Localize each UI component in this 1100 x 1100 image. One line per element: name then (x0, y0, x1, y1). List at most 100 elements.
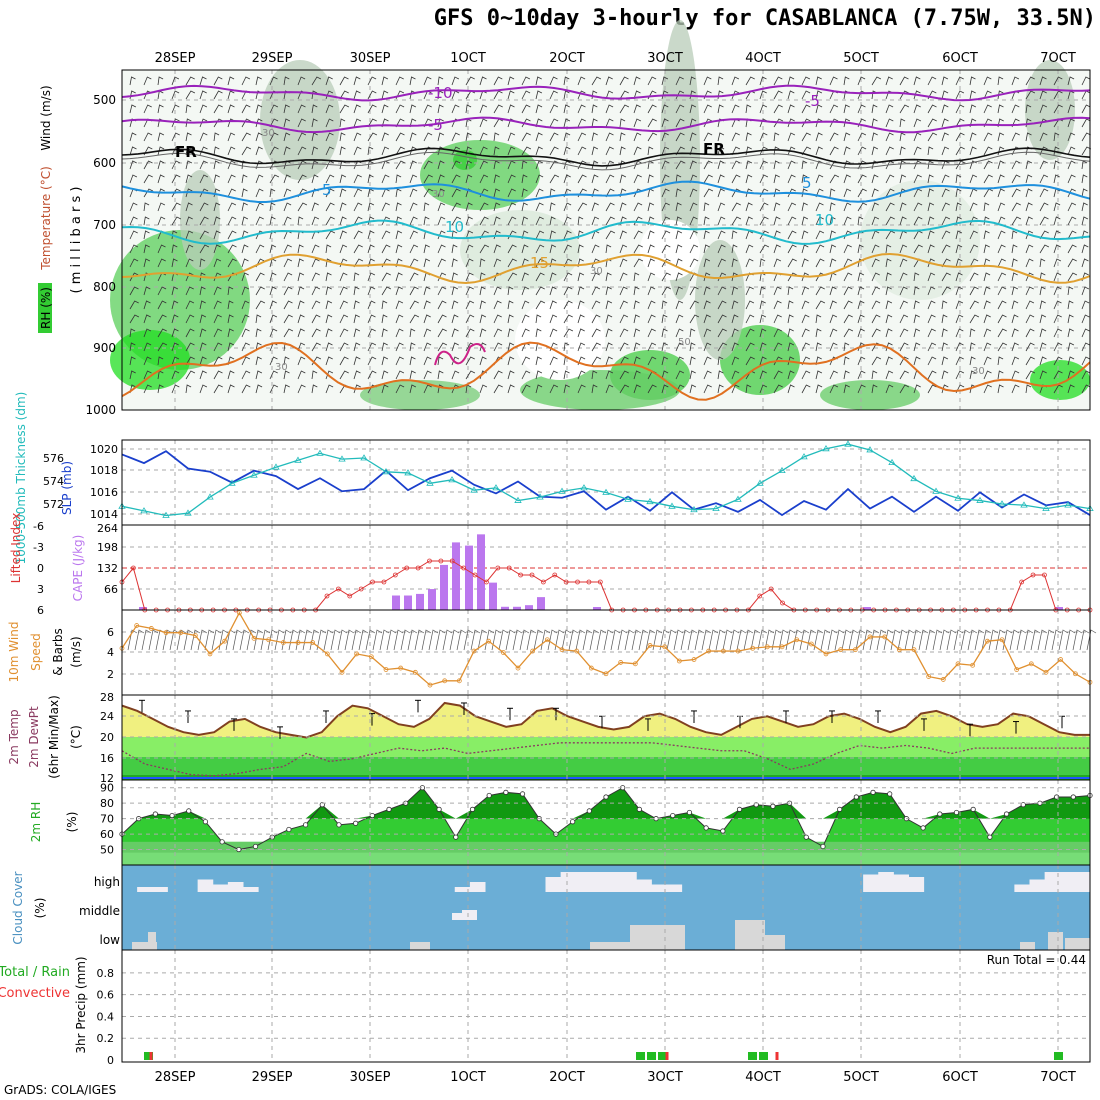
wind-barb (297, 272, 305, 282)
wind-barb (325, 328, 333, 338)
wind-barb (801, 174, 808, 184)
wind-barb (437, 328, 447, 338)
wind-barb (535, 370, 543, 380)
wind-barb (185, 272, 194, 282)
wind-barb (563, 286, 573, 296)
wind-barb (507, 384, 515, 394)
wind-barb (899, 314, 909, 324)
wind-barb (283, 202, 292, 212)
wind-barb (507, 202, 517, 212)
upper-ytick: 800 (93, 280, 116, 294)
wind-barb (325, 342, 333, 352)
wind-barb (815, 90, 823, 100)
wind-ytick: 6 (107, 626, 114, 639)
wind-barb (941, 342, 948, 352)
wind-label-1: 10m Wind (7, 622, 21, 683)
wind-barb (731, 370, 740, 380)
rh-marker (937, 811, 943, 817)
wind-barb (633, 90, 641, 100)
cape-ytick: 132 (97, 562, 118, 575)
thickness-marker (602, 488, 610, 495)
wind-barb (661, 132, 669, 142)
li-ytick: -6 (33, 520, 44, 533)
wind-barb (171, 342, 179, 352)
wind-barb (997, 370, 1004, 380)
wind-barb (997, 230, 1006, 240)
cloud-low-bar (148, 932, 156, 950)
wind-barb (255, 384, 263, 394)
rh-marker (703, 825, 709, 831)
precip-conv-bar (665, 1052, 669, 1060)
wind-barb (185, 300, 195, 310)
wind-barb (787, 202, 797, 212)
wind-barb (885, 356, 893, 366)
wind-barb (157, 76, 164, 86)
wind-barb (801, 258, 809, 268)
wind-barb (479, 146, 488, 156)
wind-barb (297, 132, 307, 142)
wind-barb (143, 230, 150, 240)
wind-barb (269, 244, 277, 254)
wind-barb (675, 76, 684, 86)
wind-barb (885, 272, 892, 282)
wind-barb (129, 272, 139, 282)
wind-barb (311, 202, 319, 212)
wind-barb (465, 300, 475, 310)
thickness-marker (844, 440, 852, 447)
wind-barb (969, 356, 976, 366)
wind-barb (689, 202, 698, 212)
wind-barb (227, 384, 235, 394)
wind-barb (787, 104, 795, 114)
li-marker (552, 572, 558, 578)
wind-barb (717, 258, 726, 268)
wind-barb (507, 300, 514, 310)
wind-barb (437, 174, 445, 184)
wind-barb (913, 76, 921, 86)
wind-barb (269, 384, 279, 394)
upper-ytick: 500 (93, 93, 116, 107)
wind-barb (479, 272, 486, 282)
wind-barb (311, 118, 318, 128)
wind-barb (437, 202, 446, 212)
wind-barb (885, 244, 892, 254)
wind-barb (941, 76, 949, 86)
wind-barb (241, 202, 248, 212)
surface-barb (568, 629, 579, 651)
wind-barb (241, 146, 252, 156)
wind-barb (521, 300, 530, 310)
wind-barb (605, 356, 613, 366)
wind-barb (927, 272, 936, 282)
wind-barb (409, 202, 418, 212)
wind-barb (549, 76, 558, 86)
wind-barb (1039, 230, 1049, 240)
thickness-marker (734, 495, 742, 502)
wind-barb (269, 356, 278, 366)
wind-barb (465, 314, 475, 324)
li-marker (484, 579, 489, 585)
wind-barb (465, 104, 472, 114)
wind-barb (969, 230, 978, 240)
thickness-marker (866, 446, 874, 453)
wind-barb (213, 384, 223, 394)
wind-barb (801, 216, 809, 226)
wind-barb (605, 286, 612, 296)
wind-barb (325, 370, 334, 380)
wind-barb (143, 160, 153, 170)
wind-barb (129, 286, 139, 296)
wind-barb (213, 146, 220, 156)
wind-barb (997, 342, 1008, 352)
wind-barb (213, 328, 223, 338)
wind-barb (129, 132, 137, 142)
wind-barb (983, 314, 991, 324)
wind-barb (941, 132, 949, 142)
wind-barb (143, 342, 152, 352)
slp-ytick: 1018 (90, 464, 118, 477)
wind-barb (213, 370, 223, 380)
wind-barb (1081, 342, 1090, 352)
wind-barb (619, 90, 629, 100)
wind-barb (227, 104, 235, 114)
wind-barb (703, 160, 713, 170)
wind-barb (143, 202, 150, 212)
wind-barb (577, 202, 588, 212)
wind-barb (199, 272, 206, 282)
